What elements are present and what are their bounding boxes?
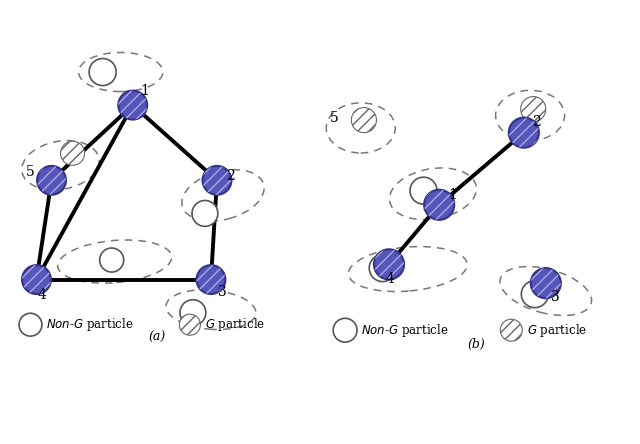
Circle shape [61,141,84,165]
Text: (a): (a) [148,331,165,344]
Text: 4: 4 [386,272,395,286]
Text: 1: 1 [140,83,149,98]
Circle shape [374,249,404,279]
Circle shape [424,190,454,220]
Circle shape [351,107,376,133]
Circle shape [531,268,561,298]
Text: 2: 2 [226,169,235,183]
Circle shape [37,166,66,195]
Text: 1: 1 [448,188,457,202]
Circle shape [19,313,42,336]
Circle shape [202,166,232,195]
Text: $\mathit{Non}$-$\mathit{G}$ particle: $\mathit{Non}$-$\mathit{G}$ particle [361,322,449,339]
Text: 3: 3 [218,285,227,299]
Text: $\mathit{G}$ particle: $\mathit{G}$ particle [527,322,587,339]
Circle shape [179,314,200,335]
Circle shape [369,254,396,281]
Text: 2: 2 [532,115,540,129]
Text: (b): (b) [468,337,486,351]
Circle shape [196,265,225,294]
Circle shape [500,319,522,341]
Text: 5: 5 [330,111,338,125]
Circle shape [180,300,206,325]
Circle shape [410,177,437,204]
Circle shape [522,281,548,308]
Text: 5: 5 [26,165,35,179]
Circle shape [333,318,357,342]
Circle shape [100,248,124,272]
Circle shape [192,201,218,226]
Circle shape [22,265,51,294]
Text: 4: 4 [38,288,47,302]
Text: $\mathit{G}$ particle: $\mathit{G}$ particle [205,316,265,333]
Text: $\mathit{Non}$-$\mathit{G}$ particle: $\mathit{Non}$-$\mathit{G}$ particle [45,316,133,333]
Text: 3: 3 [552,289,560,304]
Circle shape [89,59,116,86]
Circle shape [118,91,147,119]
Circle shape [521,97,546,122]
Circle shape [509,118,539,148]
